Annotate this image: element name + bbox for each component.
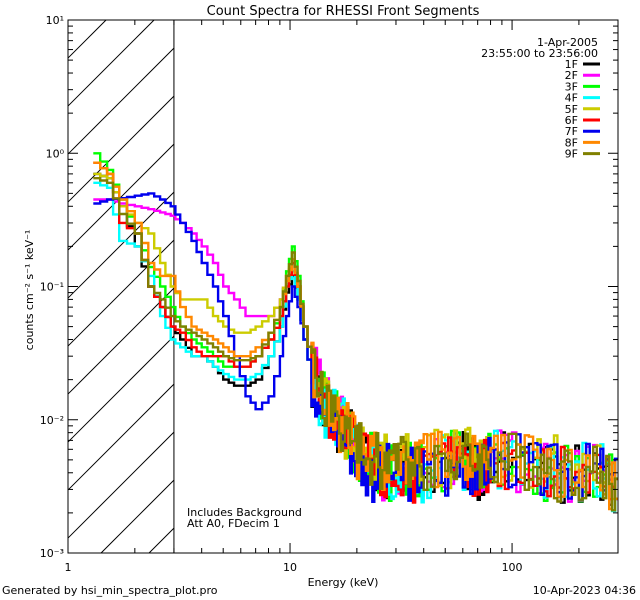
legend-label-2F: 2F (565, 69, 578, 82)
legend-label-5F: 5F (565, 103, 578, 116)
annotation-background: Includes Background (187, 506, 302, 519)
y-tick-label: 10⁻¹ (40, 281, 64, 294)
footer-timestamp: 10-Apr-2023 04:36 (532, 584, 636, 597)
series-line-9F (93, 177, 618, 512)
y-tick-label: 10¹ (46, 14, 64, 27)
hatch-line (100, 479, 175, 554)
y-axis-label: counts cm⁻² s⁻¹ keV⁻¹ (23, 230, 36, 351)
legend-label-9F: 9F (565, 148, 578, 161)
series-layer (93, 152, 618, 513)
x-tick-label: 100 (502, 561, 523, 574)
y-tick-label: 10⁰ (46, 147, 65, 160)
x-axis-label: Energy (keV) (308, 576, 379, 589)
legend-label-3F: 3F (565, 80, 578, 93)
legend-label-8F: 8F (565, 136, 578, 149)
chart-title: Count Spectra for RHESSI Front Segments (207, 4, 480, 19)
x-tick-label: 1 (65, 561, 72, 574)
hatch-line (67, 383, 175, 491)
legend-label-4F: 4F (565, 92, 578, 105)
hatch-line (67, 239, 175, 347)
hatch-line (67, 287, 175, 395)
footer-generated-by: Generated by hsi_min_spectra_plot.pro (2, 584, 218, 597)
hatch-line (67, 47, 175, 155)
hatch-line (67, 19, 107, 59)
series-line-5F (93, 172, 618, 502)
hatch-line (67, 19, 155, 107)
legend-date: 1-Apr-2005 (537, 36, 598, 49)
legend-label-6F: 6F (565, 114, 578, 127)
y-tick-label: 10⁻² (40, 414, 64, 427)
axis-ticks: 1 10 100 10⁻³ 10⁻² 10⁻¹ 10⁰ 10¹ (40, 14, 619, 574)
legend-time-range: 23:55:00 to 23:56:00 (481, 47, 598, 60)
y-tick-label: 10⁻³ (40, 547, 64, 560)
x-tick-label: 10 (283, 561, 297, 574)
hatch-line (67, 335, 175, 443)
hatch-line (67, 191, 175, 299)
annotation-attenuator: Att A0, FDecim 1 (187, 517, 280, 530)
hatch-line (67, 95, 175, 203)
hatch-line (148, 527, 175, 554)
legend-label-1F: 1F (565, 58, 578, 71)
series-line-8F (93, 161, 618, 511)
hatch-line (67, 431, 175, 539)
legend-label-7F: 7F (565, 125, 578, 138)
excluded-energy-hatch (67, 19, 175, 554)
